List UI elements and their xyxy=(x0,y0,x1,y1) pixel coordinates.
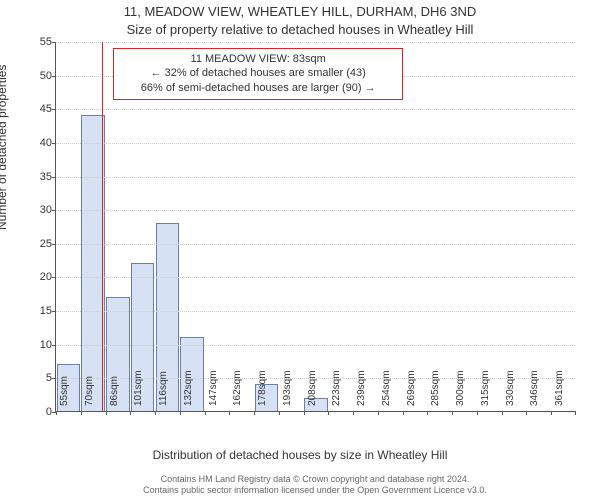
xtick-mark xyxy=(229,411,230,415)
chart-title: 11, MEADOW VIEW, WHEATLEY HILL, DURHAM, … xyxy=(0,4,600,19)
ytick-mark xyxy=(52,378,56,379)
ytick-label: 30 xyxy=(26,204,52,216)
gridline-h xyxy=(56,177,575,178)
chart-subtitle: Size of property relative to detached ho… xyxy=(0,22,600,37)
xtick-mark xyxy=(427,411,428,415)
ytick-label: 5 xyxy=(26,372,52,384)
gridline-h xyxy=(56,345,575,346)
xtick-label: 147sqm xyxy=(208,370,219,406)
xtick-label: 86sqm xyxy=(109,376,120,406)
gridline-h xyxy=(56,311,575,312)
xtick-mark xyxy=(403,411,404,415)
ytick-mark xyxy=(52,76,56,77)
xtick-label: 346sqm xyxy=(529,370,540,406)
xtick-label: 254sqm xyxy=(381,370,392,406)
xtick-mark xyxy=(56,411,57,415)
xtick-label: 239sqm xyxy=(356,370,367,406)
xtick-mark xyxy=(526,411,527,415)
ytick-mark xyxy=(52,345,56,346)
ytick-label: 40 xyxy=(26,137,52,149)
ytick-mark xyxy=(52,177,56,178)
xtick-mark xyxy=(180,411,181,415)
ytick-label: 15 xyxy=(26,305,52,317)
ytick-label: 55 xyxy=(26,36,52,48)
ytick-label: 25 xyxy=(26,238,52,250)
annotation-line: ← 32% of detached houses are smaller (43… xyxy=(120,66,396,81)
xtick-label: 101sqm xyxy=(133,370,144,406)
annotation-line: 11 MEADOW VIEW: 83sqm xyxy=(120,52,396,67)
ytick-mark xyxy=(52,311,56,312)
footer-line-1: Contains HM Land Registry data © Crown c… xyxy=(55,474,575,485)
xtick-label: 330sqm xyxy=(505,370,516,406)
ytick-mark xyxy=(52,210,56,211)
xtick-mark xyxy=(205,411,206,415)
gridline-h xyxy=(56,277,575,278)
xtick-label: 285sqm xyxy=(430,370,441,406)
gridline-h xyxy=(56,143,575,144)
ytick-mark xyxy=(52,244,56,245)
ytick-label: 35 xyxy=(26,171,52,183)
x-axis-label: Distribution of detached houses by size … xyxy=(0,448,600,462)
ytick-label: 10 xyxy=(26,339,52,351)
xtick-mark xyxy=(304,411,305,415)
xtick-mark xyxy=(328,411,329,415)
footer-line-2: Contains public sector information licen… xyxy=(55,485,575,496)
xtick-mark xyxy=(130,411,131,415)
xtick-label: 70sqm xyxy=(84,376,95,406)
xtick-label: 223sqm xyxy=(331,370,342,406)
xtick-mark xyxy=(254,411,255,415)
xtick-mark xyxy=(452,411,453,415)
chart-container: 11, MEADOW VIEW, WHEATLEY HILL, DURHAM, … xyxy=(0,0,600,500)
xtick-mark xyxy=(477,411,478,415)
xtick-mark xyxy=(378,411,379,415)
gridline-h xyxy=(56,210,575,211)
xtick-label: 300sqm xyxy=(455,370,466,406)
xtick-mark xyxy=(575,411,576,415)
xtick-label: 269sqm xyxy=(406,370,417,406)
ytick-mark xyxy=(52,42,56,43)
plot-area: 051015202530354045505555sqm70sqm86sqm101… xyxy=(55,42,575,412)
xtick-mark xyxy=(106,411,107,415)
xtick-label: 361sqm xyxy=(554,370,565,406)
ytick-label: 45 xyxy=(26,103,52,115)
xtick-mark xyxy=(279,411,280,415)
xtick-label: 178sqm xyxy=(257,370,268,406)
xtick-label: 132sqm xyxy=(183,370,194,406)
gridline-h xyxy=(56,244,575,245)
xtick-label: 208sqm xyxy=(307,370,318,406)
ytick-mark xyxy=(52,277,56,278)
annotation-line: 66% of semi-detached houses are larger (… xyxy=(120,81,396,96)
xtick-label: 55sqm xyxy=(59,376,70,406)
footer-attribution: Contains HM Land Registry data © Crown c… xyxy=(55,474,575,497)
gridline-h xyxy=(56,42,575,43)
y-axis-label: Number of detached properties xyxy=(0,65,9,230)
xtick-label: 315sqm xyxy=(480,370,491,406)
annotation-box: 11 MEADOW VIEW: 83sqm← 32% of detached h… xyxy=(113,48,403,101)
reference-line xyxy=(102,42,103,411)
ytick-mark xyxy=(52,143,56,144)
xtick-mark xyxy=(502,411,503,415)
xtick-label: 193sqm xyxy=(282,370,293,406)
ytick-label: 0 xyxy=(26,406,52,418)
ytick-label: 20 xyxy=(26,271,52,283)
xtick-mark xyxy=(551,411,552,415)
gridline-h xyxy=(56,109,575,110)
xtick-mark xyxy=(81,411,82,415)
xtick-label: 162sqm xyxy=(232,370,243,406)
ytick-mark xyxy=(52,109,56,110)
xtick-mark xyxy=(155,411,156,415)
xtick-mark xyxy=(353,411,354,415)
xtick-label: 116sqm xyxy=(158,371,169,406)
ytick-label: 50 xyxy=(26,70,52,82)
